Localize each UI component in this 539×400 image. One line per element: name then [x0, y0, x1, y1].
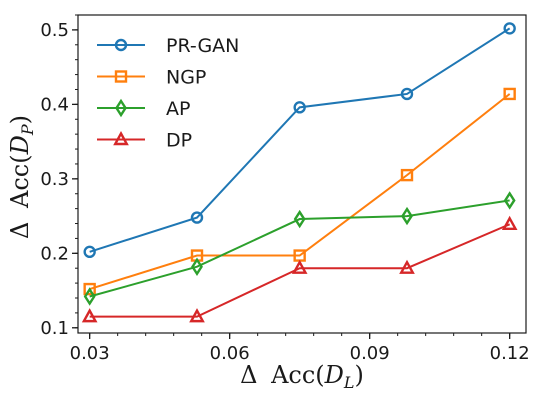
- data-point-pr-gan: [190, 211, 204, 224]
- legend: PR-GAN NGP AP DP: [97, 35, 239, 152]
- plot-area: [81, 22, 518, 323]
- legend-item-ap: AP: [97, 98, 190, 120]
- x-tick-label: 0.09: [350, 343, 390, 364]
- axes: 0.03 0.06 0.09 0.12 0.1 0.2 0.3 0.4 0.5: [40, 14, 530, 364]
- y-tick-label: 0.2: [40, 243, 69, 264]
- legend-item-dp: DP: [97, 130, 192, 152]
- x-axis-label-acc: Acc(: [270, 361, 325, 389]
- y-tick-label: 0.5: [40, 20, 69, 41]
- series-ap: [83, 191, 516, 306]
- series-line-ap: [89, 199, 510, 298]
- data-point-pr-gan: [503, 22, 516, 35]
- legend-marker: [115, 98, 127, 118]
- data-point-pr-gan: [400, 87, 414, 101]
- y-tick-label: 0.3: [40, 169, 69, 190]
- data-point-dp: [399, 259, 415, 274]
- x-axis-label: Δ Acc(DL): [240, 361, 364, 392]
- y-axis-label: Δ Acc(DP): [6, 115, 37, 239]
- x-axis-label-close: ): [355, 361, 364, 389]
- x-tick-label: 0.06: [210, 343, 250, 364]
- legend-marker: [114, 38, 128, 52]
- data-point-ap: [401, 206, 413, 226]
- data-point-dp: [81, 308, 98, 323]
- data-point-ngp: [503, 87, 516, 101]
- legend-item-ngp: NGP: [97, 67, 206, 89]
- legend-label: NGP: [166, 67, 206, 89]
- plot-frame: [77, 14, 527, 334]
- x-axis-label-var: D: [324, 361, 344, 389]
- legend-label: AP: [166, 98, 190, 120]
- data-point-ap: [83, 287, 96, 306]
- y-axis-label-acc: Acc(: [6, 154, 34, 209]
- data-point-ngp: [83, 282, 96, 296]
- legend-marker: [113, 131, 129, 146]
- y-axis-label-var: D: [6, 135, 34, 155]
- data-point-dp: [189, 308, 205, 323]
- legend-item-pr-gan: PR-GAN: [97, 35, 239, 57]
- data-point-pr-gan: [83, 245, 96, 259]
- y-axis-label-sub: P: [18, 124, 37, 136]
- data-point-ap: [503, 191, 516, 210]
- data-point-ap: [293, 209, 306, 229]
- x-axis-label-delta: Δ: [240, 361, 257, 389]
- series-dp: [81, 215, 518, 323]
- y-axis-label-delta: Δ: [6, 222, 34, 239]
- data-point-pr-gan: [293, 101, 306, 114]
- y-tick-label: 0.1: [40, 318, 69, 339]
- data-point-dp: [291, 259, 308, 274]
- legend-label: PR-GAN: [166, 35, 239, 57]
- x-tick-label: 0.12: [490, 343, 530, 364]
- x-axis-label-sub: L: [343, 373, 355, 392]
- y-tick-label: 0.4: [40, 94, 69, 115]
- legend-marker: [114, 70, 128, 83]
- series-line-dp: [89, 223, 511, 318]
- series-line-pr-gan: [89, 27, 511, 253]
- data-point-ap: [191, 257, 203, 276]
- legend-label: DP: [166, 130, 192, 152]
- series-pr-gan: [83, 22, 516, 259]
- y-axis-label-close: ): [6, 115, 34, 124]
- series-line-ngp: [89, 93, 511, 291]
- data-point-ngp: [400, 168, 414, 182]
- x-tick-label: 0.03: [70, 343, 110, 364]
- data-point-dp: [501, 215, 518, 230]
